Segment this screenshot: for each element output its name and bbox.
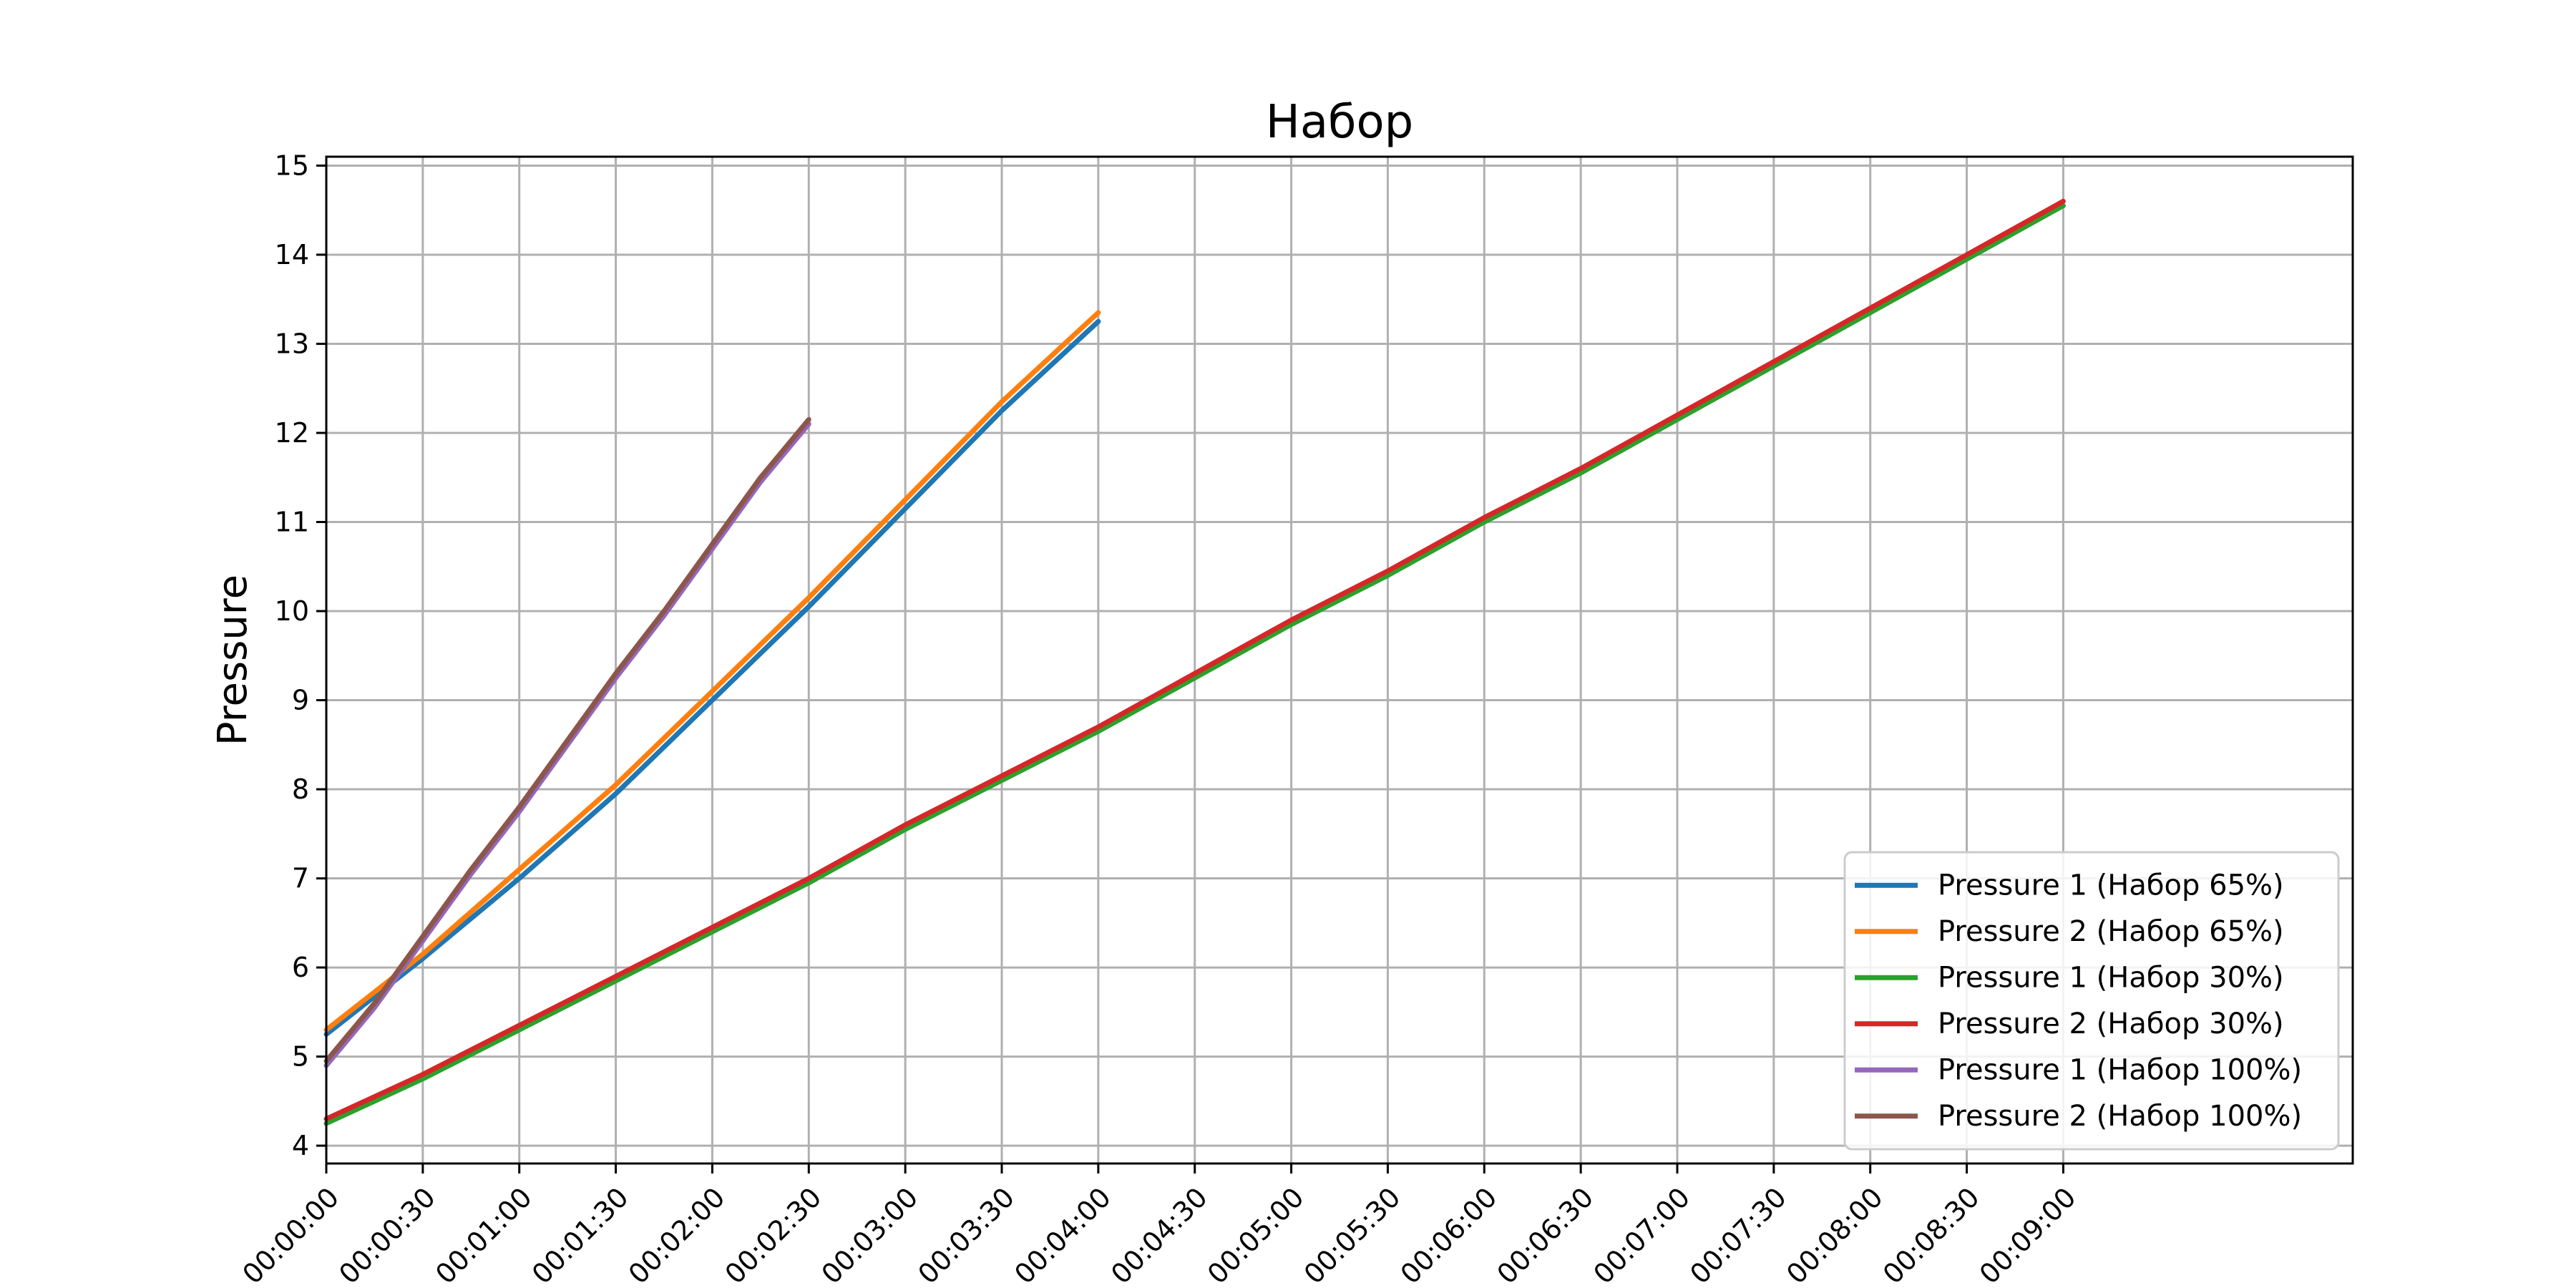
legend: Pressure 1 (Набор 65%) Pressure 2 (Набор … (1843, 851, 2340, 1151)
x-tick-label: 00:04:30 (1105, 1181, 1214, 1288)
x-tick-label: 00:01:00 (429, 1181, 538, 1288)
y-axis: 4 5 6 7 8 9 10 11 12 13 14 15 (275, 150, 326, 1161)
y-tick-label: 4 (292, 1130, 309, 1161)
y-tick-label: 5 (292, 1041, 309, 1073)
x-tick-label: 00:07:30 (1684, 1181, 1792, 1288)
x-tick-label: 00:05:00 (1201, 1181, 1310, 1288)
y-tick-label: 12 (275, 417, 309, 449)
x-axis: 00:00:0000:00:3000:01:0000:01:3000:02:00… (236, 1163, 2082, 1288)
y-tick-label: 15 (275, 150, 309, 181)
y-tick-label: 6 (292, 952, 309, 983)
legend-label: Pressure 1 (Набор 30%) (1938, 961, 2284, 994)
x-tick-label: 00:03:00 (816, 1181, 924, 1288)
series-line-2 (323, 310, 1101, 1033)
y-tick-label: 10 (275, 595, 309, 627)
x-tick-label: 00:02:00 (623, 1181, 731, 1288)
x-tick-label: 00:03:30 (912, 1181, 1020, 1288)
series-line-4 (323, 198, 2066, 1122)
y-tick-label: 9 (292, 685, 309, 716)
series-line-6 (323, 416, 811, 1064)
plot-lines (323, 198, 2066, 1126)
y-tick-label: 14 (275, 239, 309, 270)
x-tick-label: 00:04:00 (1008, 1181, 1117, 1288)
legend-label: Pressure 2 (Набор 30%) (1938, 1008, 2284, 1040)
legend-label: Pressure 2 (Набор 65%) (1938, 915, 2284, 948)
chart-title: Набор (1266, 96, 1414, 149)
legend-box (1843, 851, 2340, 1151)
y-tick-label: 11 (275, 507, 309, 538)
x-tick-label: 00:07:00 (1587, 1181, 1696, 1288)
y-axis-label: Pressure (210, 575, 256, 746)
x-tick-label: 00:06:30 (1491, 1181, 1600, 1288)
series-line-5 (323, 421, 811, 1068)
y-tick-label: 13 (275, 328, 309, 359)
x-tick-label: 00:01:30 (526, 1181, 635, 1288)
legend-label: Pressure 1 (Набор 65%) (1938, 869, 2284, 902)
x-tick-label: 00:00:30 (333, 1181, 441, 1288)
x-tick-label: 00:05:30 (1298, 1181, 1407, 1288)
x-tick-label: 00:02:30 (719, 1181, 828, 1288)
series-line-3 (323, 203, 2066, 1126)
x-tick-label: 00:00:00 (236, 1181, 345, 1288)
x-tick-label: 00:09:00 (1974, 1181, 2082, 1288)
legend-label: Pressure 1 (Набор 100%) (1938, 1053, 2302, 1086)
x-tick-label: 00:06:00 (1395, 1181, 1503, 1288)
x-tick-label: 00:08:00 (1780, 1181, 1889, 1288)
plot-frame (325, 155, 2354, 1165)
legend-label: Pressure 2 (Набор 100%) (1938, 1100, 2302, 1133)
x-tick-label: 00:08:30 (1877, 1181, 1986, 1288)
y-tick-label: 7 (292, 863, 309, 894)
series-line-1 (323, 318, 1101, 1037)
y-tick-label: 8 (292, 774, 309, 805)
